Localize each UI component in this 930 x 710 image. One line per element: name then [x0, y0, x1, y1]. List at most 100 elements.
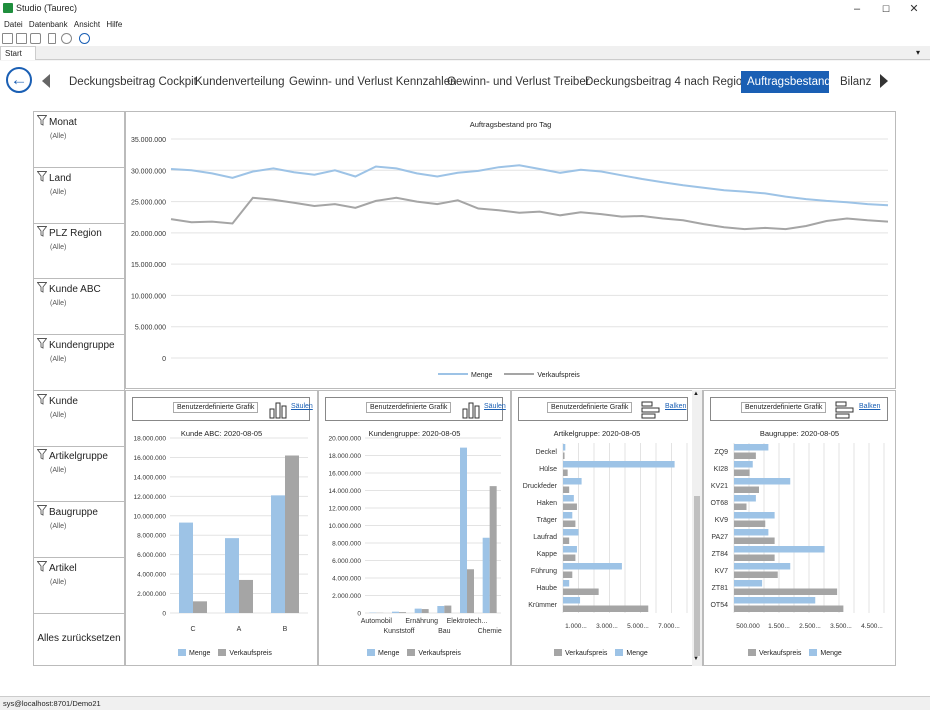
menu-datei[interactable]: Datei [4, 20, 23, 29]
main-chart-legend: Menge Verkaufspreis [438, 372, 580, 379]
x-tick-label: 3.500... [830, 623, 852, 630]
tab-dropdown-icon[interactable]: ▾ [916, 48, 921, 57]
tab-start[interactable]: Start ✕ [0, 46, 36, 71]
column-chart-icon [462, 402, 480, 419]
filter-label: Kunde [49, 395, 78, 407]
filter-value: (Alle) [50, 188, 67, 196]
filter-kunde-abc[interactable]: Kunde ABC (Alle) [34, 279, 124, 336]
menu-hilfe[interactable]: Hilfe [106, 20, 123, 29]
menu-ansicht[interactable]: Ansicht [73, 20, 101, 29]
refresh-icon[interactable] [61, 33, 72, 44]
y-tick-label: 10.000.000 [131, 293, 166, 300]
y-tick-label: 14.000.000 [133, 474, 166, 481]
bar-verkaufspreis [563, 469, 568, 476]
bar-menge [734, 580, 763, 587]
filter-artikel[interactable]: Artikel (Alle) [34, 558, 124, 614]
legend-swatch-verkaufspreis [218, 649, 227, 656]
bar-menge [734, 546, 825, 553]
nav-next-icon[interactable] [880, 74, 888, 88]
chart-type-dropdown[interactable]: Benutzerdefinierte Grafik [366, 402, 452, 413]
chart-type-link[interactable]: Säulen [291, 403, 313, 410]
x-tick-label: 500.000 [736, 623, 760, 630]
y-category-label: ZT84 [712, 551, 728, 558]
legend-menge: Menge [626, 650, 648, 657]
close-doc-icon[interactable] [2, 33, 13, 44]
bar-menge [563, 444, 566, 451]
bar-menge [179, 522, 193, 613]
bar-menge [563, 546, 577, 553]
title-bar: Studio (Taurec) – ☐ ✕ [0, 0, 930, 18]
y-category-label: Führung [531, 568, 557, 575]
filter-kunde[interactable]: Kunde (Alle) [34, 391, 124, 447]
y-tick-label: 0 [162, 611, 166, 618]
bar-menge [437, 606, 445, 613]
filter-icon [37, 449, 47, 460]
chart-type-dropdown[interactable]: Benutzerdefinierte Grafik [547, 402, 633, 413]
y-category-label: Haken [537, 500, 557, 507]
y-tick-label: 16.000.000 [133, 455, 166, 462]
chart-type-link[interactable]: Balken [665, 403, 687, 410]
back-arrow-icon[interactable]: ← [6, 67, 32, 93]
scrollbar-thumb[interactable] [694, 496, 700, 656]
chart-title: Baugruppe: 2020-08-05 [759, 429, 840, 438]
x-category-label: Chemie [478, 628, 502, 635]
chart-type-link[interactable]: Balken [859, 403, 881, 410]
maximize-icon[interactable]: ☐ [881, 4, 891, 14]
bar-verkaufspreis [563, 605, 649, 612]
document-tab-bar: Start ✕ ▾ [0, 46, 930, 71]
y-tick-label: 5.000.000 [135, 325, 166, 332]
y-category-label: Haube [536, 585, 557, 592]
bar-verkaufspreis [399, 612, 406, 613]
filter-plz-region[interactable]: PLZ Region (Alle) [34, 223, 124, 280]
filter-land[interactable]: Land (Alle) [34, 168, 124, 224]
filter-icon [37, 115, 47, 126]
eye-icon[interactable] [79, 33, 90, 44]
y-tick-label: 18.000.000 [328, 453, 361, 460]
scroll-down-icon[interactable]: ▼ [693, 656, 699, 662]
reset-all-button[interactable]: Alles zurücksetzen [37, 633, 121, 644]
app-icon [3, 3, 13, 13]
legend-swatch-verkaufspreis [407, 649, 416, 656]
print-icon[interactable] [30, 33, 41, 44]
chart-legend: Verkaufspreis Menge [554, 649, 648, 657]
x-tick-label: 5.000... [627, 623, 649, 630]
x-category-label: A [237, 626, 242, 633]
legend-swatch-menge [367, 649, 375, 656]
chart-type-dropdown[interactable]: Benutzerdefinierte Grafik [173, 402, 259, 413]
legend-swatch-menge [178, 649, 186, 656]
filter-monat[interactable]: Monat (Alle) [34, 112, 124, 168]
menu-bar: Datei Datenbank Ansicht Hilfe [0, 18, 930, 32]
y-tick-label: 20.000.000 [328, 436, 361, 443]
lock-icon[interactable] [48, 33, 56, 44]
y-tick-label: 8.000.000 [332, 541, 361, 548]
filter-artikelgruppe[interactable]: Artikelgruppe (Alle) [34, 446, 124, 503]
panel-kundengruppe: Benutzerdefinierte Grafik Säulen Kundeng… [318, 390, 511, 666]
scroll-up-icon[interactable]: ▲ [693, 391, 699, 397]
nav-item-guv-treiber[interactable]: Gewinn- und Verlust Treiber [447, 76, 590, 88]
bar-verkaufspreis [563, 486, 570, 493]
close-all-icon[interactable] [16, 33, 27, 44]
legend-swatch-verkaufspreis [554, 649, 562, 656]
dashboard-content: Monat (Alle) Land (Alle) PLZ Region (Alle) Kun… [0, 101, 930, 696]
bar-verkaufspreis [734, 588, 838, 595]
artikelgruppe-bar-chart: 1.000... 3.000... 5.000... 7.000... Deckel Hü… [523, 443, 688, 630]
minimize-icon[interactable]: – [853, 3, 861, 15]
bar-verkaufspreis [193, 601, 207, 613]
nav-item-deckungsbeitrag-cockpit[interactable]: Deckungsbeitrag Cockpit [69, 76, 197, 88]
menu-datenbank[interactable]: Datenbank [28, 20, 68, 29]
nav-item-kundenverteilung[interactable]: Kundenverteilung [195, 76, 285, 88]
legend-swatch-verkaufspreis [504, 373, 535, 375]
y-category-label: ZT81 [712, 585, 728, 592]
nav-item-auftragsbestand[interactable]: Auftragsbestand [741, 71, 831, 93]
filter-kundengruppe[interactable]: Kundengruppe (Alle) [34, 335, 124, 391]
close-icon[interactable]: ✕ [909, 3, 919, 15]
nav-prev-icon[interactable] [42, 74, 50, 88]
nav-item-bilanz[interactable]: Bilanz [840, 76, 872, 88]
chart-type-link[interactable]: Säulen [484, 403, 506, 410]
y-category-label: ZQ9 [714, 449, 728, 456]
bar-menge [734, 563, 791, 570]
nav-item-guv-kennzahlen[interactable]: Gewinn- und Verlust Kennzahlen [289, 76, 457, 88]
chart-type-dropdown[interactable]: Benutzerdefinierte Grafik [741, 402, 827, 413]
filter-baugruppe[interactable]: Baugruppe (Alle) [34, 502, 124, 558]
nav-item-db4-regionen[interactable]: Deckungsbeitrag 4 nach Regionen [585, 76, 762, 88]
